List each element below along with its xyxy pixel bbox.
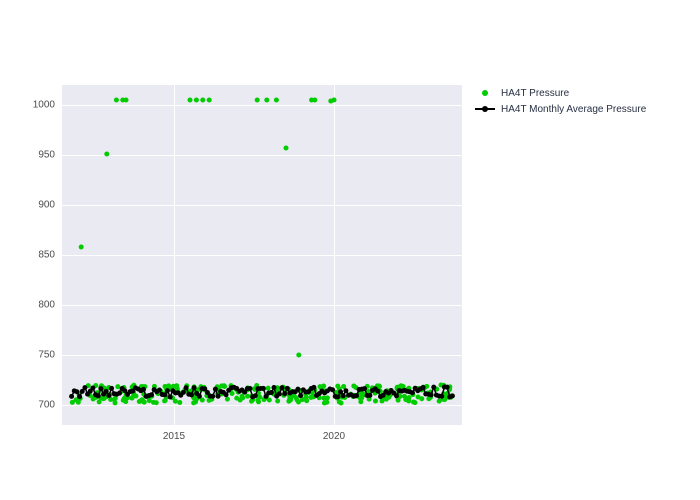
legend-label: HA4T Monthly Average Pressure bbox=[501, 104, 646, 115]
chart-container: 700 750 800 850 900 950 1000 2015 2020 HA4T Pre… bbox=[0, 0, 700, 500]
ytick-label: 750 bbox=[27, 350, 55, 361]
ytick-label: 1000 bbox=[27, 100, 55, 111]
legend-marker-dot bbox=[475, 90, 495, 96]
ytick-label: 900 bbox=[27, 200, 55, 211]
ytick-label: 800 bbox=[27, 300, 55, 311]
legend: HA4T Pressure HA4T Monthly Average Pressu… bbox=[475, 85, 646, 117]
chart-svg bbox=[0, 0, 700, 500]
legend-marker-line bbox=[475, 108, 495, 110]
legend-label: HA4T Pressure bbox=[501, 88, 569, 99]
scatter-series bbox=[70, 98, 454, 406]
ytick-label: 950 bbox=[27, 150, 55, 161]
xtick-label: 2015 bbox=[163, 431, 185, 442]
legend-item: HA4T Pressure bbox=[475, 85, 646, 101]
xtick-label: 2020 bbox=[323, 431, 345, 442]
ytick-label: 850 bbox=[27, 250, 55, 261]
legend-item: HA4T Monthly Average Pressure bbox=[475, 101, 646, 117]
ytick-label: 700 bbox=[27, 400, 55, 411]
